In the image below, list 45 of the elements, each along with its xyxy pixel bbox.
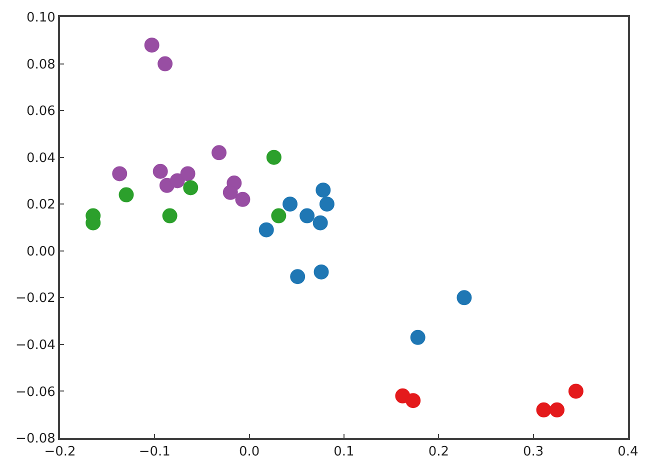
y-tick-label: 0.04 <box>26 150 56 166</box>
y-tick-label: 0.10 <box>26 10 56 26</box>
point <box>271 208 286 224</box>
point <box>222 184 238 200</box>
point <box>319 196 334 212</box>
point <box>290 269 306 284</box>
y-tick-label: 0.08 <box>26 57 56 72</box>
y-tick-label: 0.02 <box>26 198 56 213</box>
x-tick-label: 0.1 <box>334 444 354 460</box>
y-tick-label: −0.04 <box>16 338 56 353</box>
point <box>212 145 227 160</box>
point <box>568 384 584 399</box>
point <box>118 187 134 202</box>
y-tick-label: −0.08 <box>16 432 56 447</box>
point <box>170 173 185 188</box>
x-tick-label: 0.4 <box>618 444 638 460</box>
point <box>410 330 426 345</box>
point <box>112 166 128 182</box>
x-tick-label: 0.0 <box>238 444 260 460</box>
point <box>282 196 298 212</box>
point <box>183 180 198 196</box>
point <box>144 38 160 53</box>
x-tick-label: −0.2 <box>44 444 76 460</box>
point <box>300 208 315 224</box>
point <box>456 290 472 306</box>
x-tick-label: 0.2 <box>428 444 450 460</box>
point <box>312 215 328 230</box>
point <box>550 402 564 418</box>
y-tick-label: 0.00 <box>26 244 56 260</box>
y-tick-label: −0.02 <box>16 291 56 306</box>
point <box>536 402 552 418</box>
point <box>316 182 331 198</box>
y-tick-label: −0.06 <box>16 384 56 400</box>
point <box>266 150 282 165</box>
y-tick-label: 0.06 <box>26 104 56 120</box>
point <box>314 264 329 280</box>
x-tick-label: −0.1 <box>138 444 170 460</box>
x-tick-label: 0.3 <box>522 444 544 460</box>
point <box>406 393 421 408</box>
point <box>158 56 173 72</box>
point <box>258 222 274 238</box>
point <box>152 164 168 179</box>
point <box>180 166 196 182</box>
point <box>162 208 178 224</box>
point <box>235 192 250 207</box>
